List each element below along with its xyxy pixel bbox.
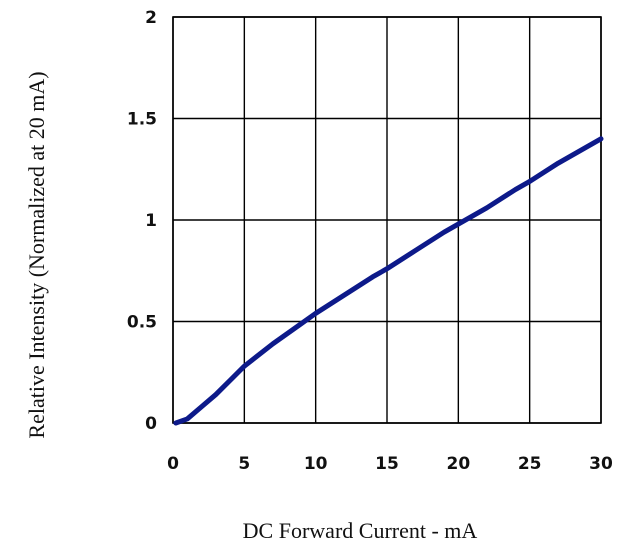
y-tick-label: 0.5: [127, 313, 157, 333]
y-tick-label: 1.5: [127, 110, 157, 130]
x-tick-label: 15: [375, 454, 399, 474]
y-tick-label: 2: [145, 8, 157, 28]
x-tick-label: 0: [167, 454, 179, 474]
x-axis-title: DC Forward Current - mA: [243, 518, 478, 543]
x-tick-label: 30: [589, 454, 613, 474]
x-tick-label: 10: [304, 454, 328, 474]
x-axis-ticks: 0 5 10 15 20 25 30: [167, 454, 613, 474]
x-tick-label: 20: [446, 454, 470, 474]
y-axis-ticks: 0 0.5 1 1.5 2: [127, 8, 157, 434]
y-tick-label: 1: [145, 211, 157, 231]
series-line-relative-intensity: [173, 136, 604, 426]
x-tick-label: 5: [238, 454, 250, 474]
series-layer: [173, 136, 604, 426]
y-tick-label: 0: [145, 414, 157, 434]
grid: [172, 16, 602, 424]
x-tick-label: 25: [518, 454, 542, 474]
plot-area-frame: [172, 16, 602, 424]
y-axis-title: Relative Intensity (Normalized at 20 mA): [24, 71, 49, 438]
